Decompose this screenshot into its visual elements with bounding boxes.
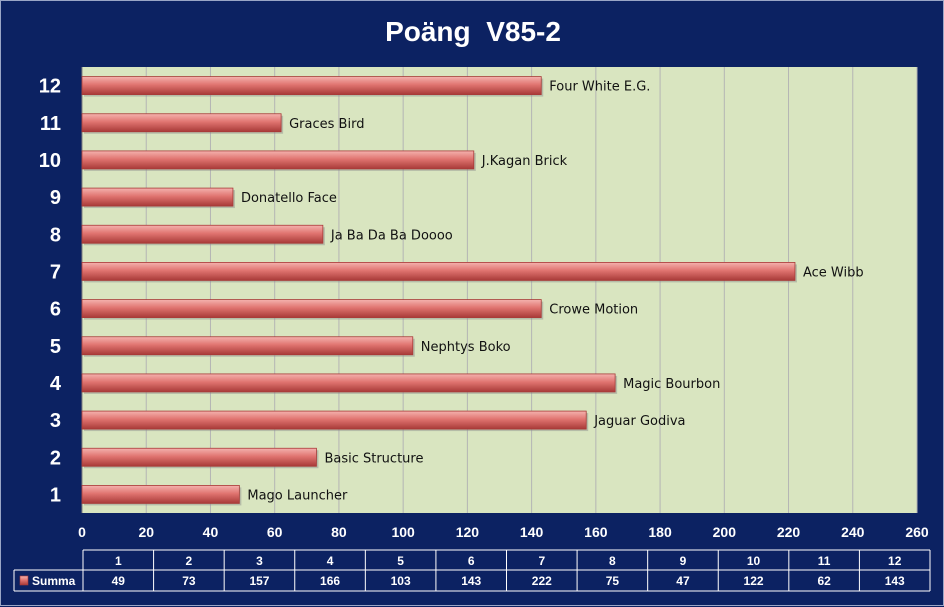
bar [81,485,240,504]
plot-area: 0 20 40 60 80 100 120 140 160 180 200 220 240 260 Mago… [39,67,929,540]
table-value-cell: 75 [606,574,620,588]
bar-label: Donatello Face [241,191,337,206]
legend-key [19,575,29,586]
table-value-cell: 47 [676,574,690,588]
table-header-cell: 7 [538,554,545,568]
table-value-cell: 157 [249,574,269,588]
bar [81,113,282,133]
y-tick-label: 4 [50,373,62,395]
y-tick-label: 10 [39,150,61,172]
y-tick-label: 12 [39,76,61,98]
x-tick-label: 100 [391,524,415,540]
bar-label: Mago Launcher [247,488,348,503]
bar [81,373,616,393]
y-tick-label: 11 [40,113,61,135]
bar [81,76,542,95]
plot-background [82,67,917,513]
table-header-cell: 8 [609,554,616,568]
x-tick-label: 160 [584,524,608,540]
table-header-cell: 1 [115,554,122,568]
table-header-cell: 12 [888,554,902,568]
table-header-cell: 5 [397,554,404,568]
bar-label: Nephtys Boko [421,340,511,355]
table-value-cell: 222 [532,574,552,588]
series-name: Summa [32,574,76,588]
table-header-cell: 3 [256,554,263,568]
x-tick-label: 180 [648,524,672,540]
bar-label: Ace Wibb [803,265,864,280]
bar-label: Jaguar Godiva [593,414,685,429]
bar [81,224,324,244]
bar-label: Four White E.G. [549,80,650,95]
bar-label: Graces Bird [289,117,364,132]
y-tick-label: 7 [50,261,61,283]
x-tick-label: 80 [331,524,347,540]
bar [81,187,234,207]
table-header-cell: 9 [680,554,687,568]
table-header-cell: 6 [468,554,475,568]
bar-label: J.Kagan Brick [481,154,568,169]
table-value-cell: 49 [112,574,126,588]
table-header-cell: 2 [186,554,193,568]
x-tick-label: 220 [777,524,801,540]
x-tick-label: 0 [78,524,86,540]
table-header-cell: 10 [747,554,761,568]
x-tick-label: 20 [138,524,154,540]
bar-label: Basic Structure [324,451,423,466]
y-tick-label: 2 [50,447,61,469]
table-header-cell: 4 [327,554,334,568]
table-value-cell: 103 [391,574,411,588]
bar [81,262,796,281]
table-value-cell: 166 [320,574,340,588]
x-tick-label: 40 [203,524,219,540]
bar-label: Ja Ba Da Ba Doooo [330,228,453,243]
y-tick-label: 9 [50,187,61,209]
table-value-cell: 73 [182,574,196,588]
bar [81,447,317,467]
y-tick-label: 6 [50,299,61,321]
x-tick-label: 60 [267,524,283,540]
y-tick-label: 5 [50,336,61,358]
table-value-cell: 143 [885,574,905,588]
table-value-cell: 143 [461,574,481,588]
x-tick-label: 260 [905,524,929,540]
table-value-cell: 62 [817,574,831,588]
bar-label: Magic Bourbon [623,377,720,392]
y-tick-label: 8 [50,224,61,246]
x-tick-label: 140 [520,524,544,540]
table-header-cell: 11 [818,554,831,568]
bar-label: Crowe Motion [549,303,638,318]
y-tick-label: 3 [50,410,61,432]
data-table: 1 49 2 73 3 157 4 166 5 103 6 143 7 222 8 75 9 47 10 122 11 6… [13,549,931,592]
bar [81,150,475,170]
bar [81,299,542,318]
chart-title: Poäng V85-2 [385,16,561,47]
x-tick-label: 200 [713,524,737,540]
y-tick-label: 1 [50,484,61,506]
bar [81,336,414,356]
x-tick-label: 120 [456,524,480,540]
table-value-cell: 122 [744,574,764,588]
x-tick-label: 240 [841,524,865,540]
bar [81,410,587,430]
